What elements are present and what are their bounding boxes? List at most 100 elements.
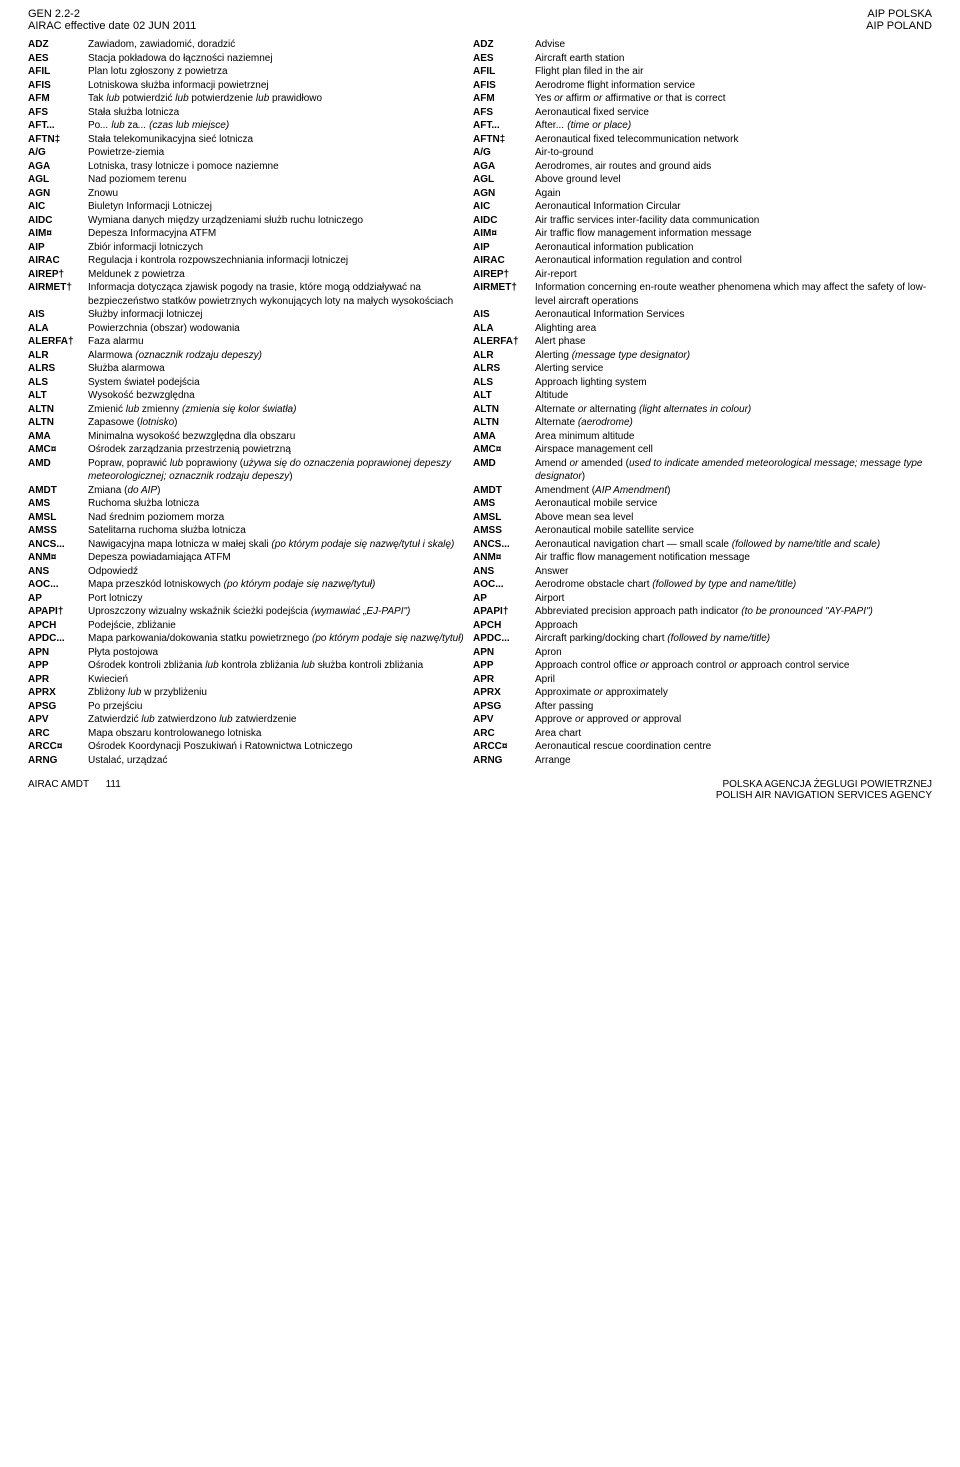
table-row: APPOśrodek kontroli zbliżania lub kontro… [28, 659, 932, 673]
abbrev-code-en: ANCS... [473, 538, 535, 552]
abbrev-desc-pl: Zmiana (do AIP) [88, 484, 473, 498]
abbrev-code-pl: AMDT [28, 484, 88, 498]
abbrev-desc-en: Aeronautical navigation chart — small sc… [535, 538, 932, 552]
table-row: AFT...Po... lub za... (czas lub miejsce)… [28, 119, 932, 133]
table-row: AFMTak lub potwierdzić lub potwierdzenie… [28, 92, 932, 106]
abbrev-code-pl: APRX [28, 686, 88, 700]
table-row: APCHPodejście, zbliżanieAPCHApproach [28, 619, 932, 633]
table-row: APRXZbliżony lub w przybliżeniuAPRXAppro… [28, 686, 932, 700]
footer-agency-en: POLISH AIR NAVIGATION SERVICES AGENCY [716, 790, 932, 801]
abbrev-desc-en: Abbreviated precision approach path indi… [535, 605, 932, 619]
abbrev-desc-en: Aeronautical information regulation and … [535, 254, 932, 268]
abbrev-code-pl: AFIL [28, 65, 88, 79]
table-row: ALERFA†Faza alarmuALERFA†Alert phase [28, 335, 932, 349]
table-row: AIRMET†Informacja dotycząca zjawisk pogo… [28, 281, 932, 308]
abbrev-desc-pl: Meldunek z powietrza [88, 268, 473, 282]
table-row: ALRSSłużba alarmowaALRSAlerting service [28, 362, 932, 376]
abbrev-desc-pl: Informacja dotycząca zjawisk pogody na t… [88, 281, 473, 308]
abbrev-code-en: AIRMET† [473, 281, 535, 295]
abbrev-code-pl: AIRMET† [28, 281, 88, 295]
table-row: ARNGUstalać, urządzaćARNGArrange [28, 754, 932, 768]
abbrev-code-pl: AGN [28, 187, 88, 201]
page-footer: AIRAC AMDT 111 POLSKA AGENCJA ŻEGLUGI PO… [28, 779, 932, 801]
abbrev-desc-en: Aerodrome obstacle chart (followed by ty… [535, 578, 932, 592]
table-row: ANM¤Depesza powiadamiająca ATFMANM¤Air t… [28, 551, 932, 565]
abbrev-desc-pl: Satelitarna ruchoma służba lotnicza [88, 524, 473, 538]
table-row: ANSOdpowiedźANSAnswer [28, 565, 932, 579]
abbrev-desc-en: Above ground level [535, 173, 932, 187]
abbrev-desc-pl: Ośrodek zarządzania przestrzenią powietr… [88, 443, 473, 457]
abbrev-desc-pl: Popraw, poprawić lub poprawiony (używa s… [88, 457, 473, 484]
abbrev-desc-pl: Zapasowe (lotnisko) [88, 416, 473, 430]
abbrev-desc-pl: Depesza powiadamiająca ATFM [88, 551, 473, 565]
table-row: ALSSystem świateł podejściaALSApproach l… [28, 376, 932, 390]
abbrev-code-en: ANS [473, 565, 535, 579]
table-row: AESStacja pokładowa do łączności naziemn… [28, 52, 932, 66]
abbrev-code-en: APV [473, 713, 535, 727]
abbrev-code-pl: AIM¤ [28, 227, 88, 241]
table-row: AIPZbiór informacji lotniczychAIPAeronau… [28, 241, 932, 255]
abbrev-code-en: ALA [473, 322, 535, 336]
abbrev-code-pl: AP [28, 592, 88, 606]
abbrev-desc-pl: Płyta postojowa [88, 646, 473, 660]
abbrev-desc-en: After... (time or place) [535, 119, 932, 133]
table-row: AMSLNad średnim poziomem morzaAMSLAbove … [28, 511, 932, 525]
table-row: APAPI†Uproszczony wizualny wskaźnik ście… [28, 605, 932, 619]
abbrev-code-en: AOC... [473, 578, 535, 592]
abbrev-desc-en: Above mean sea level [535, 511, 932, 525]
abbrev-code-en: AMDT [473, 484, 535, 498]
abbrev-code-pl: AIP [28, 241, 88, 255]
abbrev-desc-en: Alternate or alternating (light alternat… [535, 403, 932, 417]
abbrev-desc-pl: Biuletyn Informacji Lotniczej [88, 200, 473, 214]
abbrev-desc-en: Aeronautical fixed service [535, 106, 932, 120]
abbrev-desc-en: Alerting service [535, 362, 932, 376]
abbrev-desc-pl: Służby informacji lotniczej [88, 308, 473, 322]
abbrev-desc-en: Aeronautical information publication [535, 241, 932, 255]
abbrev-desc-pl: Wymiana danych między urządzeniami służb… [88, 214, 473, 228]
footer-amdt-label: AIRAC AMDT [28, 779, 89, 790]
abbreviations-table: ADZZawiadom, zawiadomić, doradzićADZAdvi… [28, 38, 932, 767]
abbrev-desc-en: Area minimum altitude [535, 430, 932, 444]
abbrev-code-en: ARCC¤ [473, 740, 535, 754]
abbrev-desc-en: Airport [535, 592, 932, 606]
abbrev-code-pl: AFM [28, 92, 88, 106]
table-row: ALTWysokość bezwzględnaALTAltitude [28, 389, 932, 403]
table-row: AFSStała służba lotniczaAFSAeronautical … [28, 106, 932, 120]
abbrev-desc-en: Air traffic services inter-facility data… [535, 214, 932, 228]
abbrev-code-pl: ADZ [28, 38, 88, 52]
abbrev-code-en: AIDC [473, 214, 535, 228]
table-row: ARCC¤Ośrodek Koordynacji Poszukiwań i Ra… [28, 740, 932, 754]
abbrev-desc-pl: Minimalna wysokość bezwzględna dla obsza… [88, 430, 473, 444]
abbrev-desc-pl: Zatwierdzić lub zatwierdzono lub zatwier… [88, 713, 473, 727]
abbrev-desc-pl: Alarmowa (oznacznik rodzaju depeszy) [88, 349, 473, 363]
abbrev-desc-pl: Stała służba lotnicza [88, 106, 473, 120]
abbrev-desc-en: Air-to-ground [535, 146, 932, 160]
table-row: AGNZnowuAGNAgain [28, 187, 932, 201]
abbrev-desc-pl: Odpowiedź [88, 565, 473, 579]
abbrev-code-pl: AIC [28, 200, 88, 214]
table-row: AIRACRegulacja i kontrola rozpowszechnia… [28, 254, 932, 268]
table-row: ADZZawiadom, zawiadomić, doradzićADZAdvi… [28, 38, 932, 52]
abbrev-desc-pl: Tak lub potwierdzić lub potwierdzenie lu… [88, 92, 473, 106]
abbrev-desc-pl: Zbiór informacji lotniczych [88, 241, 473, 255]
abbrev-desc-pl: Ośrodek kontroli zbliżania lub kontrola … [88, 659, 473, 673]
abbrev-code-en: AIS [473, 308, 535, 322]
abbrev-code-en: AFIS [473, 79, 535, 93]
abbrev-code-en: AIP [473, 241, 535, 255]
abbrev-code-en: AMC¤ [473, 443, 535, 457]
abbrev-code-en: ALTN [473, 416, 535, 430]
abbrev-code-pl: AMSL [28, 511, 88, 525]
abbrev-desc-en: Area chart [535, 727, 932, 741]
table-row: ANCS...Nawigacyjna mapa lotnicza w małej… [28, 538, 932, 552]
abbrev-desc-en: Approach control office or approach cont… [535, 659, 932, 673]
table-row: AGALotniska, trasy lotnicze i pomoce naz… [28, 160, 932, 174]
table-row: AMDPopraw, poprawić lub poprawiony (używ… [28, 457, 932, 484]
abbrev-desc-en: Flight plan filed in the air [535, 65, 932, 79]
abbrev-desc-en: Air-report [535, 268, 932, 282]
header-effective-value: 02 JUN 2011 [133, 20, 196, 32]
abbrev-code-en: APR [473, 673, 535, 687]
table-row: AICBiuletyn Informacji LotniczejAICAeron… [28, 200, 932, 214]
abbrev-code-en: APSG [473, 700, 535, 714]
abbrev-code-pl: ARC [28, 727, 88, 741]
abbrev-code-en: AIREP† [473, 268, 535, 282]
